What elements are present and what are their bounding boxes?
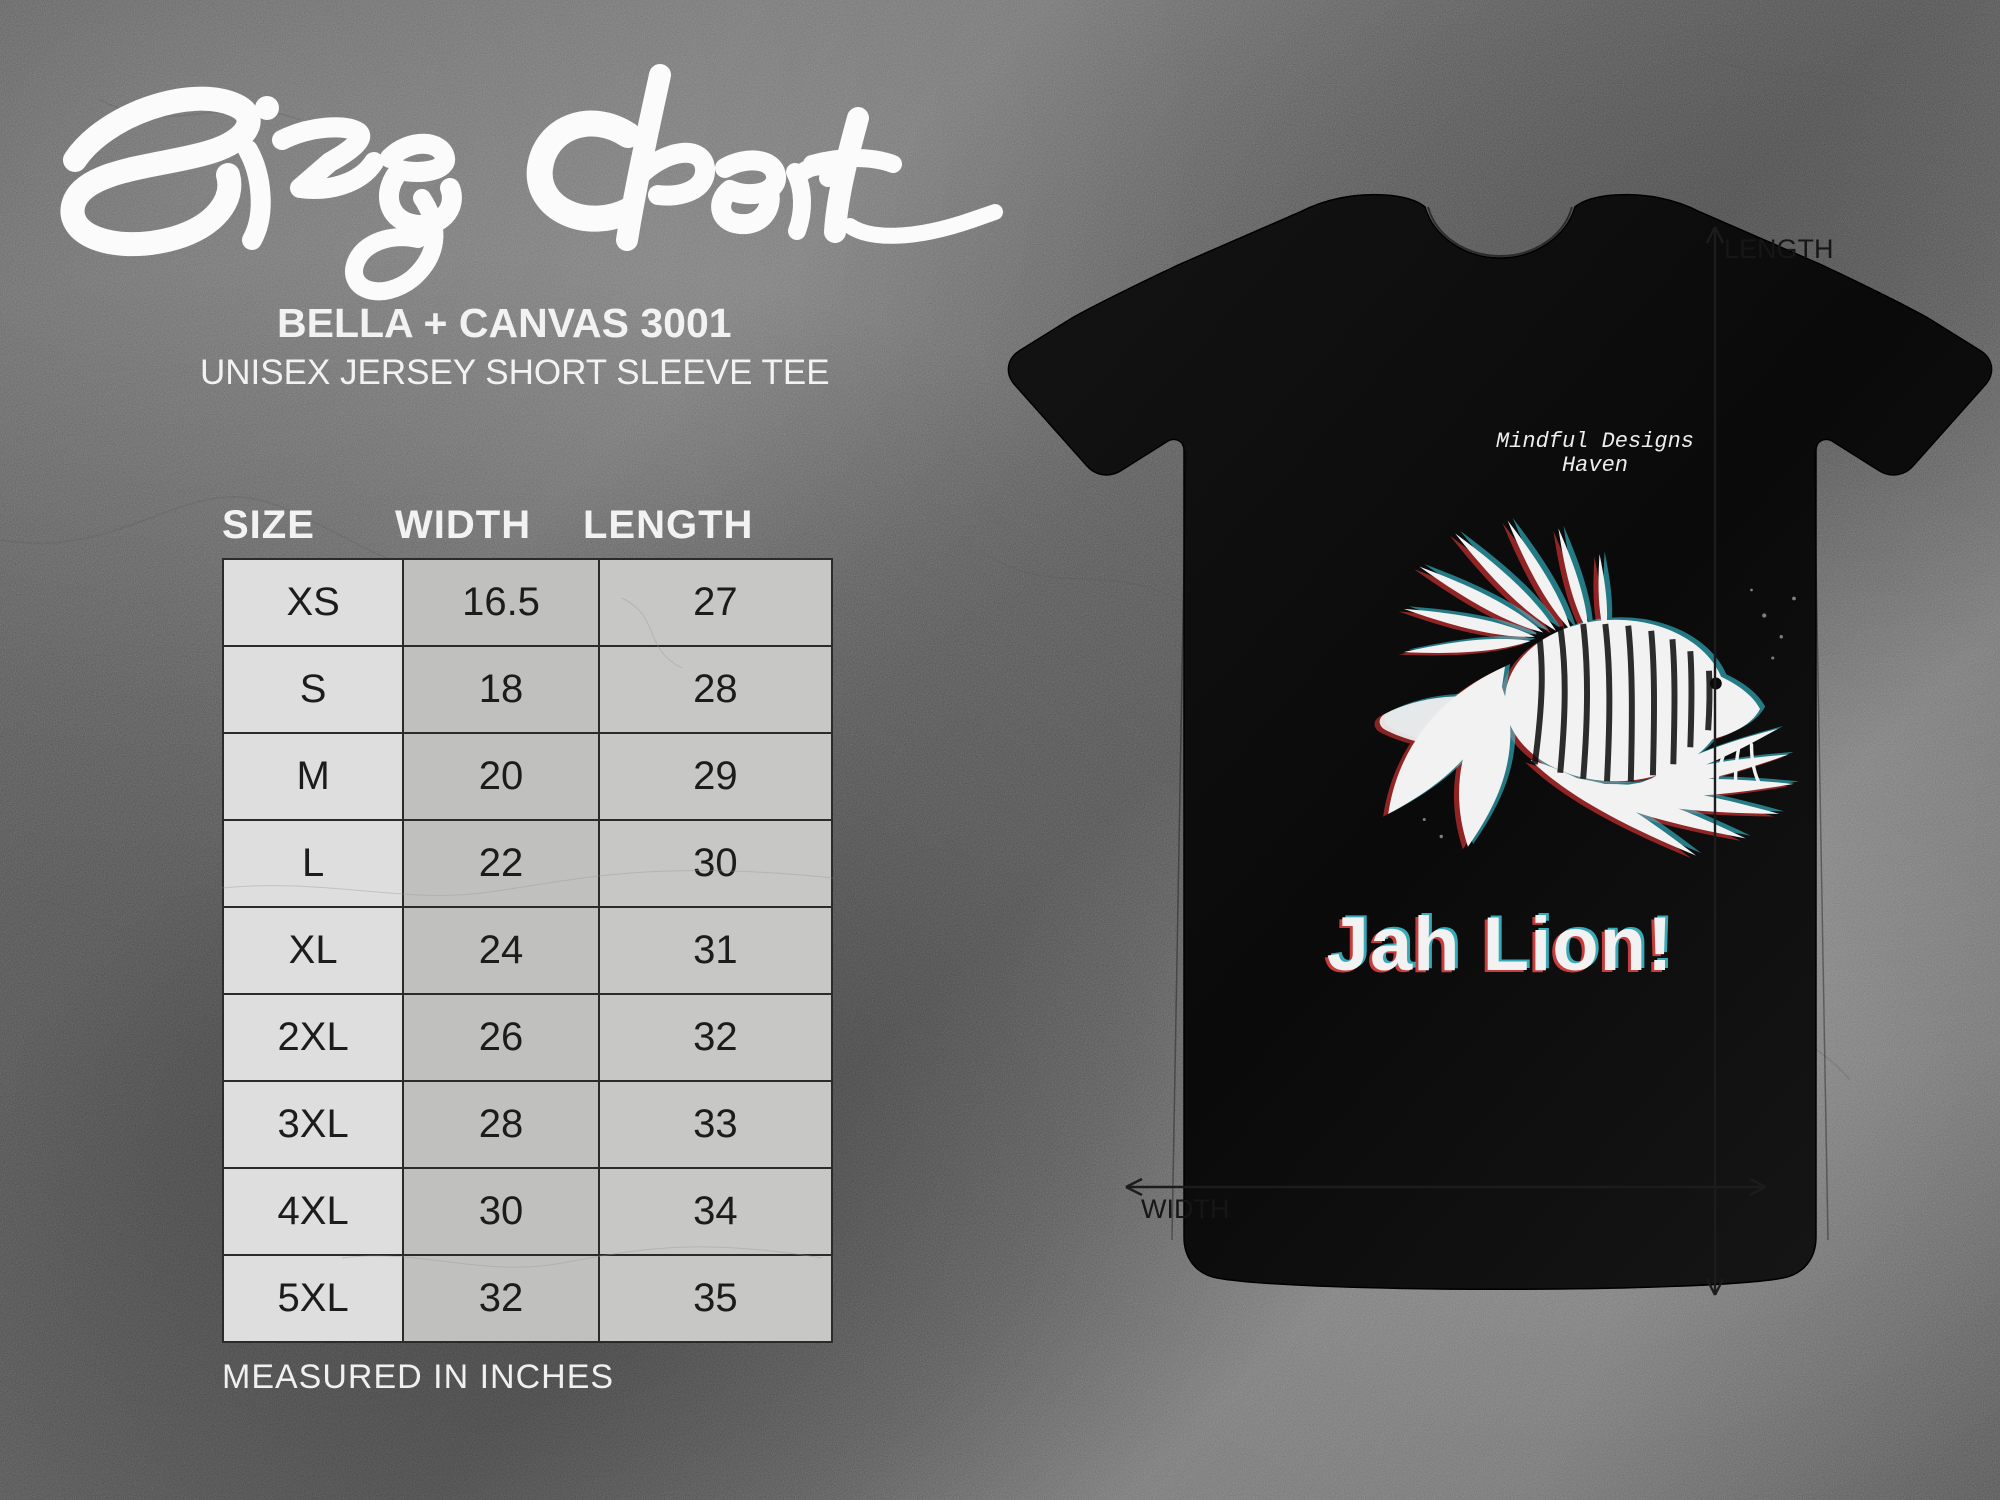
svg-text:WIDTH: WIDTH xyxy=(1141,1194,1229,1224)
svg-text:Mindful Designs: Mindful Designs xyxy=(1496,429,1694,454)
svg-text:LENGTH: LENGTH xyxy=(1724,234,1834,264)
svg-text:Jah Lion!: Jah Lion! xyxy=(1327,902,1674,987)
svg-text:Haven: Haven xyxy=(1562,453,1628,478)
